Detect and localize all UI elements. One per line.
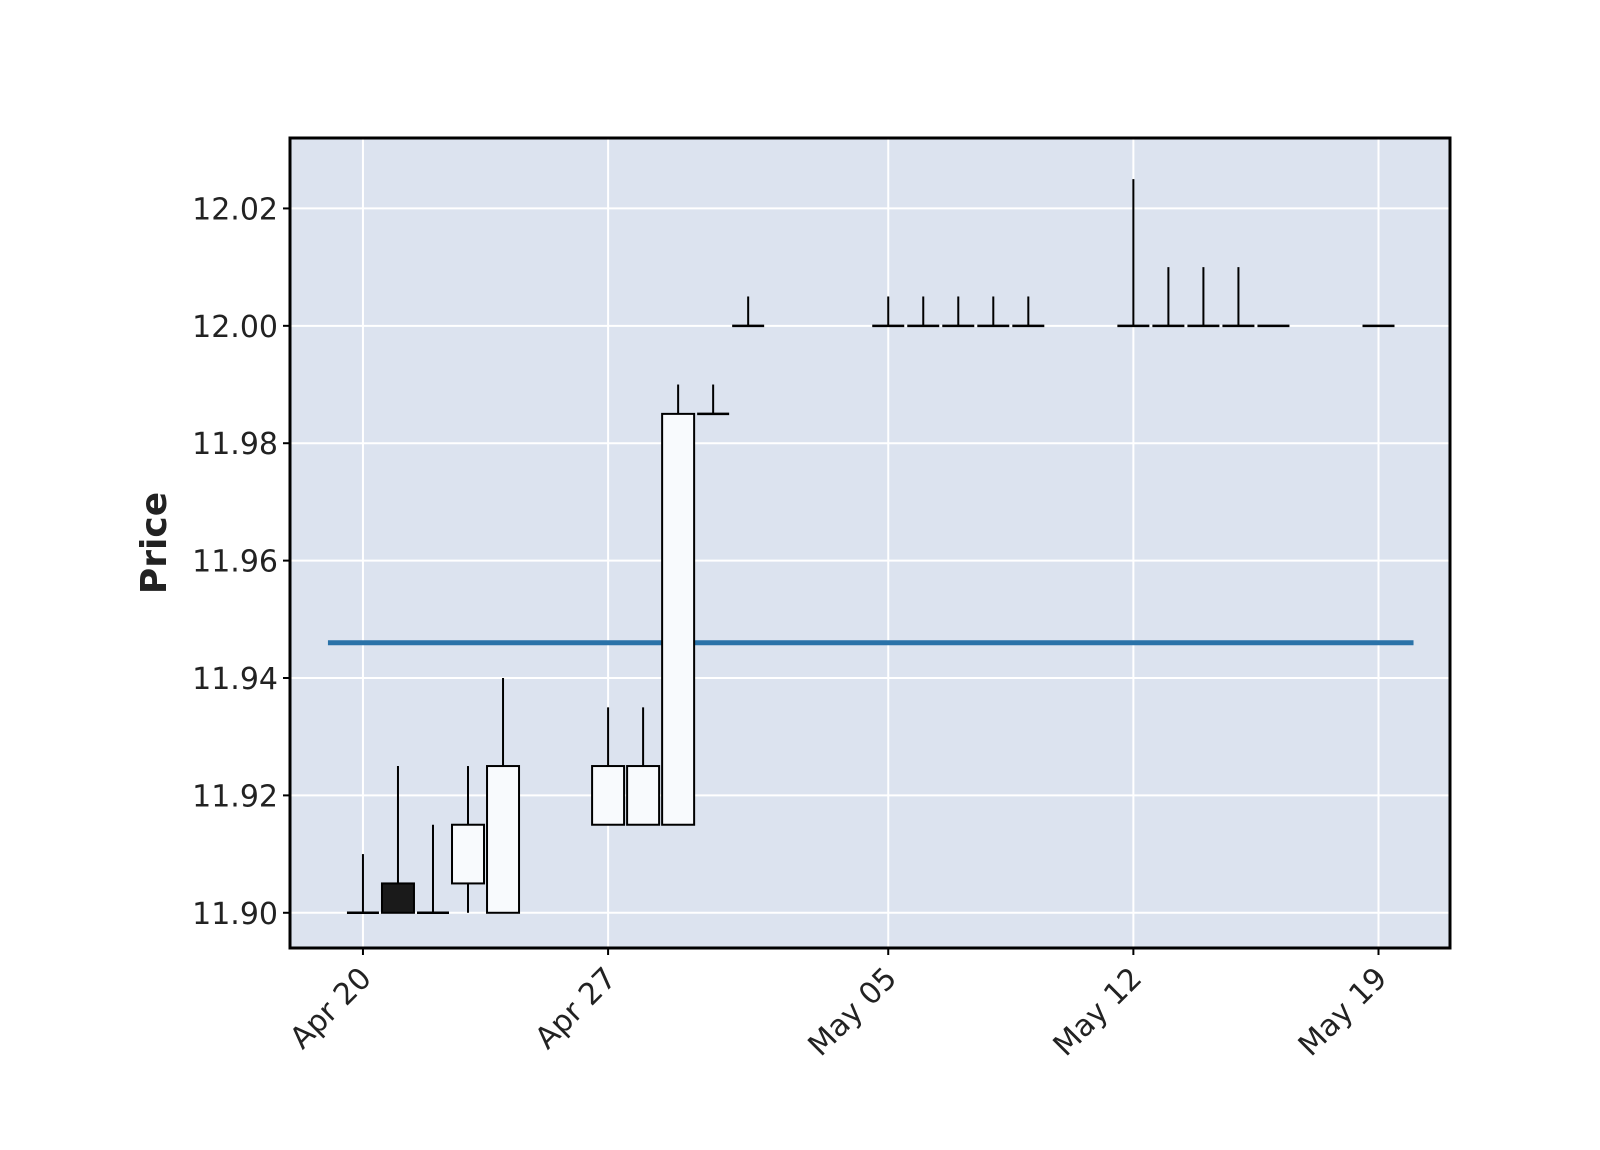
candle [661,384,696,826]
candle [346,854,379,915]
candle [626,707,661,826]
candles [346,179,1395,915]
candle [942,296,975,328]
candle [591,707,626,826]
candle [872,296,905,328]
candle-body [626,765,661,826]
candle-body [451,823,486,885]
candle [1222,267,1255,328]
x-tick-label: May 12 [1047,961,1149,1063]
candle [697,384,730,416]
y-tick-label: 11.96 [192,545,278,580]
x-tick-label: Apr 20 [283,961,378,1056]
x-tick-label: May 19 [1292,961,1394,1063]
candle-body [661,412,696,826]
candle [977,296,1010,328]
plot-area [290,138,1450,948]
x-tick-label: Apr 27 [529,961,624,1056]
y-axis-label: Price [134,492,175,594]
y-tick-label: 12.00 [192,310,278,345]
candle [732,296,765,328]
candle [451,766,486,913]
candle-body [380,882,415,914]
grid-lines [290,138,1450,948]
candle [1012,296,1045,328]
candle [907,296,940,328]
candle [380,766,415,914]
y-tick-label: 11.94 [192,662,278,697]
candle-body [486,765,521,914]
plot-frame [288,136,1452,950]
y-tick-label: 11.98 [192,427,278,462]
candle [1117,179,1150,328]
candle [416,824,449,915]
x-axis: Apr 20 Apr 27 May 05 May 12 May 19 [283,948,1394,1063]
candle [1187,267,1220,328]
y-axis: 11.90 11.92 11.94 11.96 11.98 12.00 12.02 [192,192,290,932]
candle [486,678,521,914]
x-tick-label: May 05 [802,961,904,1063]
y-tick-label: 11.90 [192,897,278,932]
y-tick-label: 11.92 [192,779,278,814]
y-tick-label: 12.02 [192,192,278,227]
candle [1152,267,1185,328]
candle-body [591,765,626,826]
